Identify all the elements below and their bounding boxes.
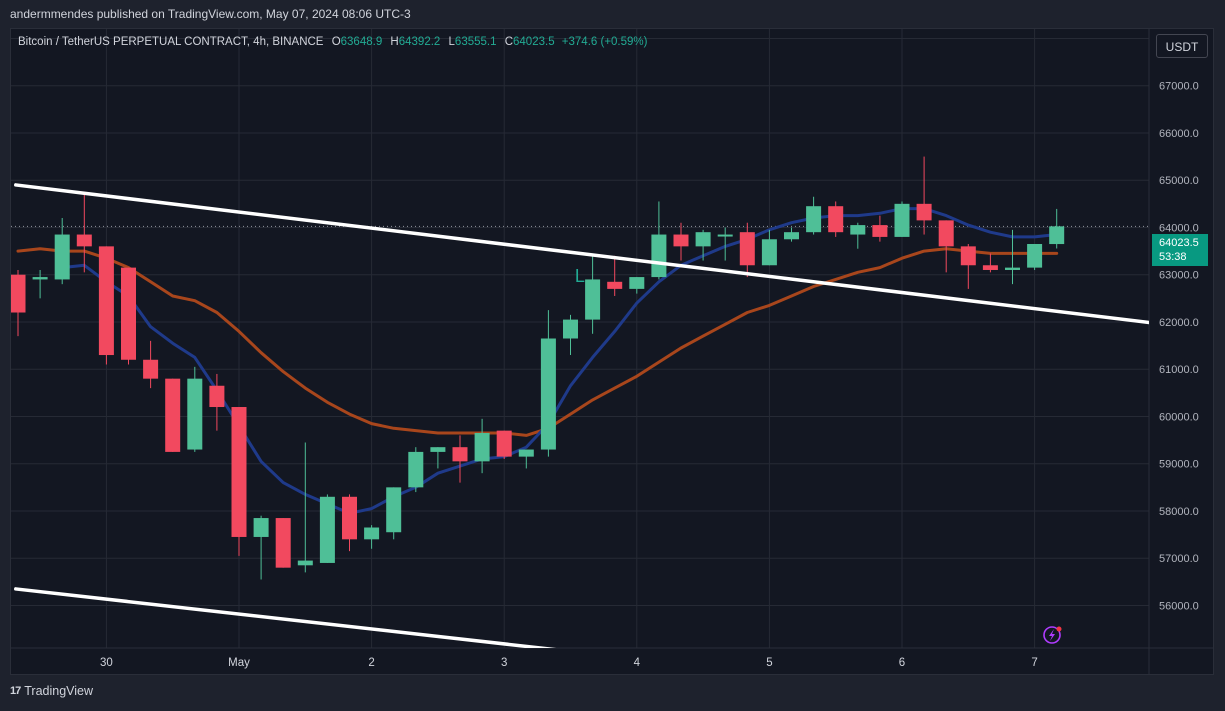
x-tick-label: 2 xyxy=(368,657,374,669)
open-label: O xyxy=(331,36,341,48)
candle-body xyxy=(872,225,888,237)
candle-body xyxy=(850,225,866,235)
y-tick-label: 66000.0 xyxy=(1159,128,1199,140)
candle-body xyxy=(806,206,822,233)
marker-label: L xyxy=(575,266,585,286)
lightning-alert-icon[interactable] xyxy=(1043,626,1062,644)
low-value: 63555.1 xyxy=(454,36,497,48)
x-tick-label: 3 xyxy=(501,657,507,669)
x-tick-label: May xyxy=(228,657,250,669)
x-tick-label: 7 xyxy=(1031,657,1037,669)
candle-body xyxy=(165,378,181,452)
candle-body xyxy=(673,234,689,247)
close-label: C xyxy=(504,36,514,48)
moving-average-fast-line xyxy=(60,207,1059,515)
candle-body xyxy=(938,220,954,247)
candle-body xyxy=(11,274,26,313)
symbol-title: Bitcoin / TetherUS PERPETUAL CONTRACT, 4… xyxy=(18,36,324,48)
candle-body xyxy=(143,359,159,379)
candle-body xyxy=(187,378,203,450)
candle-body xyxy=(916,203,932,221)
close-value: 64023.5 xyxy=(513,36,555,48)
x-tick-label: 30 xyxy=(100,657,113,669)
currency-button[interactable]: USDT xyxy=(1156,34,1208,58)
candle-body xyxy=(342,496,357,540)
candle-body xyxy=(231,407,247,537)
candle-body xyxy=(563,319,578,339)
candle-body xyxy=(982,265,998,270)
y-tick-label: 59000.0 xyxy=(1159,459,1199,471)
last-price-value: 64023.5 xyxy=(1159,237,1199,249)
candle-body xyxy=(275,518,291,568)
trendline xyxy=(14,183,1149,325)
candle-body xyxy=(386,487,402,533)
candle-body xyxy=(496,430,512,457)
high-label: H xyxy=(390,36,399,48)
y-tick-label: 65000.0 xyxy=(1159,175,1199,187)
candle-body xyxy=(651,234,667,278)
last-price-tag: 64023.5 53:38 xyxy=(1152,234,1208,266)
candle-body xyxy=(894,203,910,237)
open-value: 63648.9 xyxy=(340,36,383,48)
candle-body xyxy=(319,496,335,563)
moving-average-slow-line xyxy=(16,247,1059,437)
candle-body xyxy=(32,277,48,280)
trendline xyxy=(14,587,557,648)
candle-body xyxy=(1027,243,1043,268)
candle-body xyxy=(474,433,490,462)
candle-body xyxy=(209,385,225,408)
bar-countdown: 53:38 xyxy=(1159,251,1187,263)
candle-body xyxy=(717,234,733,237)
candle-body xyxy=(518,449,534,457)
candle-body xyxy=(1005,267,1020,270)
y-tick-label: 57000.0 xyxy=(1159,553,1199,565)
candle-body xyxy=(76,234,92,247)
y-tick-label: 63000.0 xyxy=(1159,270,1199,282)
symbol-legend[interactable]: Bitcoin / TetherUS PERPETUAL CONTRACT, 4… xyxy=(18,36,647,48)
change-value: +374.6 (+0.59%) xyxy=(561,36,648,48)
candle-body xyxy=(430,447,446,452)
candle-body xyxy=(607,281,623,289)
candle-body xyxy=(364,527,380,540)
brand-name: TradingView xyxy=(24,684,94,698)
candle-body xyxy=(828,206,844,233)
y-tick-label: 67000.0 xyxy=(1159,81,1199,93)
candle-body xyxy=(54,234,70,280)
x-tick-label: 5 xyxy=(766,657,772,669)
y-tick-label: 58000.0 xyxy=(1159,506,1199,518)
x-tick-label: 4 xyxy=(634,657,641,669)
candle-body xyxy=(408,451,424,488)
candle-body xyxy=(629,277,645,289)
candle-body xyxy=(761,239,777,266)
candle-body xyxy=(585,279,601,320)
chart-frame[interactable] xyxy=(10,28,1214,675)
y-tick-label: 56000.0 xyxy=(1159,600,1199,612)
candle-body xyxy=(297,560,313,566)
candle-body xyxy=(695,232,711,247)
candle-body xyxy=(121,267,136,360)
footer-brand[interactable]: 17 TradingView xyxy=(10,684,93,698)
y-tick-label: 64000.0 xyxy=(1159,222,1199,234)
candle-body xyxy=(739,232,755,266)
candle-body xyxy=(452,447,468,462)
candle-body xyxy=(960,246,976,266)
candle-body xyxy=(1049,226,1065,245)
candle-body xyxy=(784,232,799,240)
y-tick-label: 62000.0 xyxy=(1159,317,1199,329)
candle-body xyxy=(98,246,114,356)
x-tick-label: 6 xyxy=(899,657,905,669)
publisher-line: andermmendes published on TradingView.co… xyxy=(10,7,411,21)
tradingview-logo-icon: 17 xyxy=(10,685,21,697)
y-tick-label: 60000.0 xyxy=(1159,411,1199,423)
low-label: L xyxy=(448,36,455,48)
plot-area: L xyxy=(11,156,1149,648)
high-value: 64392.2 xyxy=(398,36,441,48)
candle-body xyxy=(540,338,556,450)
y-tick-label: 61000.0 xyxy=(1159,364,1199,376)
candle-body xyxy=(253,518,269,537)
